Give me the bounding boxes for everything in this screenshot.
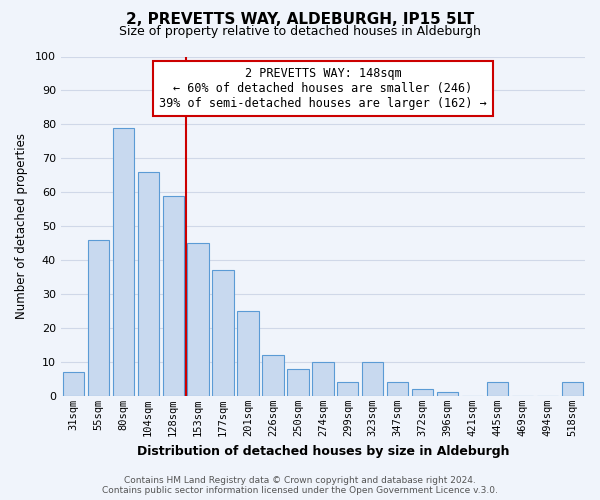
Bar xyxy=(113,128,134,396)
Bar xyxy=(562,382,583,396)
Bar xyxy=(137,172,159,396)
Bar xyxy=(187,243,209,396)
Bar xyxy=(437,392,458,396)
Bar xyxy=(312,362,334,396)
Bar xyxy=(238,311,259,396)
Bar xyxy=(362,362,383,396)
X-axis label: Distribution of detached houses by size in Aldeburgh: Distribution of detached houses by size … xyxy=(137,444,509,458)
Bar xyxy=(287,368,308,396)
Text: 2 PREVETTS WAY: 148sqm
← 60% of detached houses are smaller (246)
39% of semi-de: 2 PREVETTS WAY: 148sqm ← 60% of detached… xyxy=(159,66,487,110)
Bar xyxy=(262,355,284,396)
Bar xyxy=(487,382,508,396)
Bar xyxy=(88,240,109,396)
Y-axis label: Number of detached properties: Number of detached properties xyxy=(15,133,28,319)
Bar xyxy=(163,196,184,396)
Text: Contains HM Land Registry data © Crown copyright and database right 2024.
Contai: Contains HM Land Registry data © Crown c… xyxy=(102,476,498,495)
Bar xyxy=(412,389,433,396)
Text: Size of property relative to detached houses in Aldeburgh: Size of property relative to detached ho… xyxy=(119,25,481,38)
Bar xyxy=(337,382,358,396)
Bar xyxy=(62,372,84,396)
Bar xyxy=(212,270,233,396)
Bar xyxy=(387,382,409,396)
Text: 2, PREVETTS WAY, ALDEBURGH, IP15 5LT: 2, PREVETTS WAY, ALDEBURGH, IP15 5LT xyxy=(126,12,474,28)
